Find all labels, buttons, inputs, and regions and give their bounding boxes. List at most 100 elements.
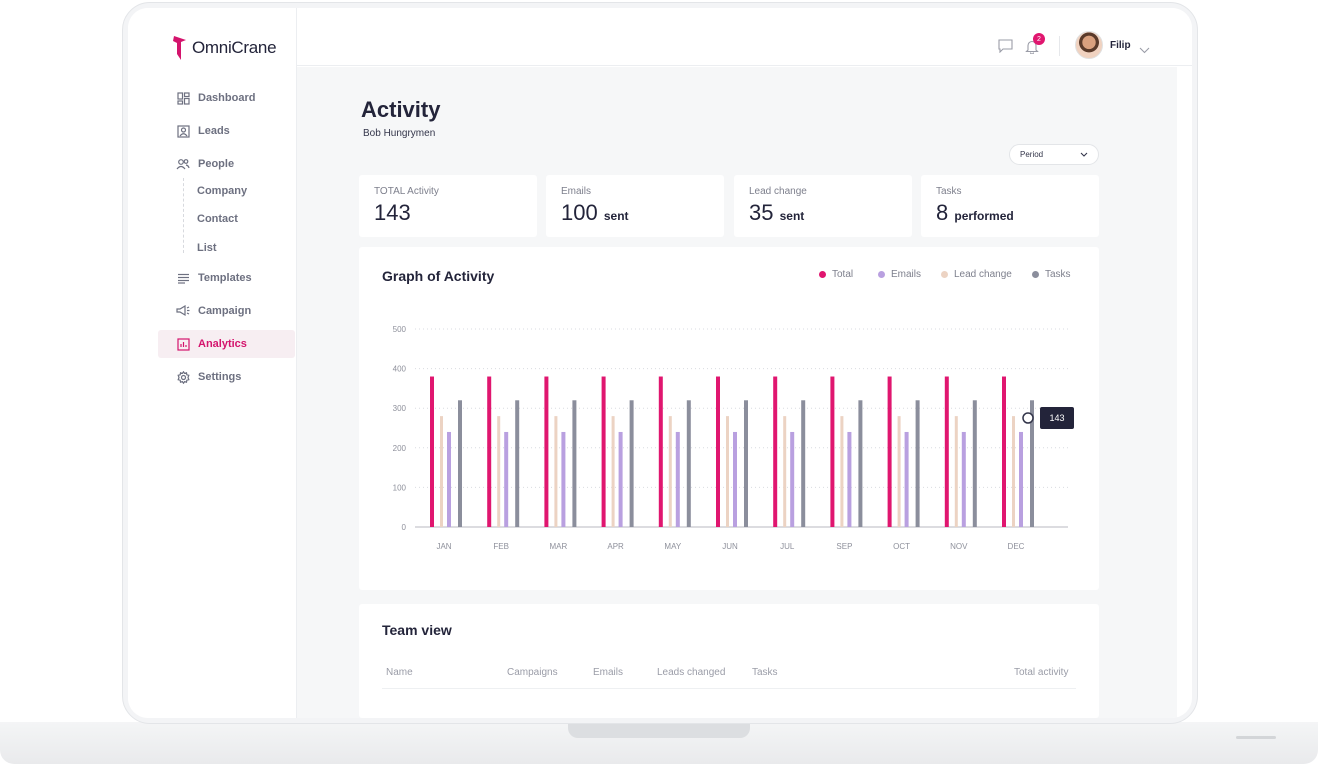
bar-total bbox=[773, 376, 778, 527]
bar-emails bbox=[675, 431, 680, 527]
people-icon bbox=[176, 157, 190, 171]
sidebar-item-label: Settings bbox=[198, 371, 242, 383]
sidebar-item-label: Campaign bbox=[198, 305, 252, 317]
stat-value: 143 bbox=[374, 200, 411, 225]
legend-label: Tasks bbox=[1045, 269, 1071, 280]
bar-emails bbox=[961, 431, 966, 527]
bar-lead-change bbox=[440, 416, 443, 527]
tooltip-box bbox=[1040, 407, 1074, 429]
bar-tasks bbox=[972, 400, 977, 527]
bar-total bbox=[944, 376, 949, 527]
stat-value: 35 sent bbox=[749, 200, 805, 225]
sidebar-item-label: People bbox=[198, 158, 235, 170]
x-tick-label: FEB bbox=[493, 542, 509, 551]
sidebar-item-campaign[interactable]: Campaign bbox=[158, 297, 295, 325]
sidebar-item-settings[interactable]: Settings bbox=[158, 363, 295, 391]
bar-total bbox=[1002, 376, 1006, 527]
period-select[interactable]: Period bbox=[1009, 144, 1099, 165]
x-tick-label: DEC bbox=[1008, 542, 1025, 551]
campaign-icon bbox=[176, 304, 190, 318]
bar-lead-change bbox=[897, 416, 901, 527]
laptop-indicator bbox=[1236, 736, 1276, 739]
column-header-tasks[interactable]: Tasks bbox=[752, 667, 778, 678]
chat-icon[interactable] bbox=[998, 39, 1013, 58]
logo[interactable]: OmniCrane bbox=[172, 34, 277, 62]
bar-lead-change bbox=[954, 416, 958, 527]
stat-value: 100 sent bbox=[561, 200, 629, 225]
bar-lead-change bbox=[726, 416, 729, 527]
legend-dot bbox=[1032, 271, 1039, 278]
bar-tasks bbox=[801, 400, 806, 527]
sidebar-item-leads[interactable]: Leads bbox=[158, 117, 295, 145]
stat-card-tasks: Tasks 8 performed bbox=[921, 175, 1099, 237]
column-header-total-activity[interactable]: Total activity bbox=[1014, 667, 1069, 678]
y-tick-label: 0 bbox=[402, 523, 407, 532]
bar-emails bbox=[733, 431, 737, 527]
bar-emails bbox=[447, 431, 451, 527]
topbar-divider bbox=[1059, 36, 1060, 56]
bar-total bbox=[430, 376, 434, 527]
bar-tasks bbox=[572, 400, 577, 527]
legend-item-tasks[interactable]: Tasks bbox=[1032, 269, 1071, 280]
analytics-icon bbox=[176, 337, 190, 351]
period-label: Period bbox=[1020, 150, 1044, 159]
legend-dot bbox=[878, 271, 885, 278]
bar-lead-change bbox=[783, 416, 787, 527]
legend-item-emails[interactable]: Emails bbox=[878, 269, 921, 280]
bar-total bbox=[716, 376, 720, 527]
legend-dot bbox=[941, 271, 948, 278]
avatar[interactable] bbox=[1075, 31, 1103, 59]
stat-card-total: TOTAL Activity 143 bbox=[359, 175, 537, 237]
table-divider bbox=[382, 688, 1076, 689]
main-content: Activity Bob Hungrymen Period TOTAL Acti… bbox=[297, 67, 1177, 718]
x-tick-label: JAN bbox=[436, 542, 451, 551]
stat-card-emails: Emails 100 sent bbox=[546, 175, 724, 237]
bar-lead-change bbox=[611, 416, 615, 527]
sidebar-subitem-contact[interactable]: Contact bbox=[197, 213, 238, 225]
column-header-emails[interactable]: Emails bbox=[593, 667, 624, 678]
y-tick-label: 500 bbox=[393, 325, 407, 334]
sidebar-item-people[interactable]: People bbox=[158, 150, 295, 178]
screen: OmniCrane Dashboard Leads People Company… bbox=[128, 8, 1192, 718]
bar-emails bbox=[504, 431, 509, 527]
x-tick-label: MAR bbox=[550, 542, 568, 551]
gear-icon bbox=[176, 370, 190, 384]
legend-label: Emails bbox=[891, 269, 922, 280]
sidebar-item-analytics[interactable]: Analytics bbox=[158, 330, 295, 358]
legend-label: Lead change bbox=[954, 269, 1012, 280]
x-tick-label: NOV bbox=[950, 542, 968, 551]
bar-total bbox=[487, 376, 492, 527]
activity-chart: 0 100 200 300 400 500 JAN FEB MAR APR MAY JUN JUL SEP… bbox=[393, 325, 1074, 551]
crane-logo-icon bbox=[173, 36, 186, 60]
stat-value: 8 performed bbox=[936, 200, 1014, 225]
legend-item-lead-change[interactable]: Lead change bbox=[941, 269, 1012, 280]
sidebar-item-templates[interactable]: Templates bbox=[158, 264, 295, 292]
sidebar-item-label: Leads bbox=[198, 125, 230, 137]
bar-total bbox=[887, 376, 892, 527]
x-tick-label: MAY bbox=[664, 542, 681, 551]
chevron-down-icon bbox=[1080, 152, 1088, 157]
bar-tasks bbox=[458, 400, 462, 527]
topbar: 2 Filip bbox=[297, 8, 1192, 66]
legend-item-total[interactable]: Total bbox=[819, 269, 853, 280]
laptop-notch bbox=[568, 724, 750, 738]
column-header-name[interactable]: Name bbox=[386, 667, 413, 678]
tooltip-value: 143 bbox=[1049, 413, 1064, 423]
leads-icon bbox=[176, 124, 190, 138]
sidebar-item-dashboard[interactable]: Dashboard bbox=[158, 84, 295, 112]
bar-tasks bbox=[686, 400, 691, 527]
graph-card: Graph of Activity Total Emails Lead change… bbox=[359, 247, 1099, 590]
column-header-campaigns[interactable]: Campaigns bbox=[507, 667, 558, 678]
column-header-leads-changed[interactable]: Leads changed bbox=[657, 667, 726, 678]
team-card: Team view Name Campaigns Emails Leads ch… bbox=[359, 604, 1099, 718]
y-tick-label: 200 bbox=[393, 444, 407, 453]
x-tick-label: SEP bbox=[836, 542, 852, 551]
bar-lead-change bbox=[497, 416, 501, 527]
sidebar-item-label: Templates bbox=[198, 272, 252, 284]
sidebar-subitem-company[interactable]: Company bbox=[197, 185, 248, 197]
user-name[interactable]: Filip bbox=[1110, 40, 1131, 51]
sidebar-subitem-list[interactable]: List bbox=[197, 242, 217, 254]
bar-lead-change bbox=[668, 416, 672, 527]
stat-card-lead-change: Lead change 35 sent bbox=[734, 175, 912, 237]
chevron-down-icon[interactable] bbox=[1139, 41, 1150, 59]
